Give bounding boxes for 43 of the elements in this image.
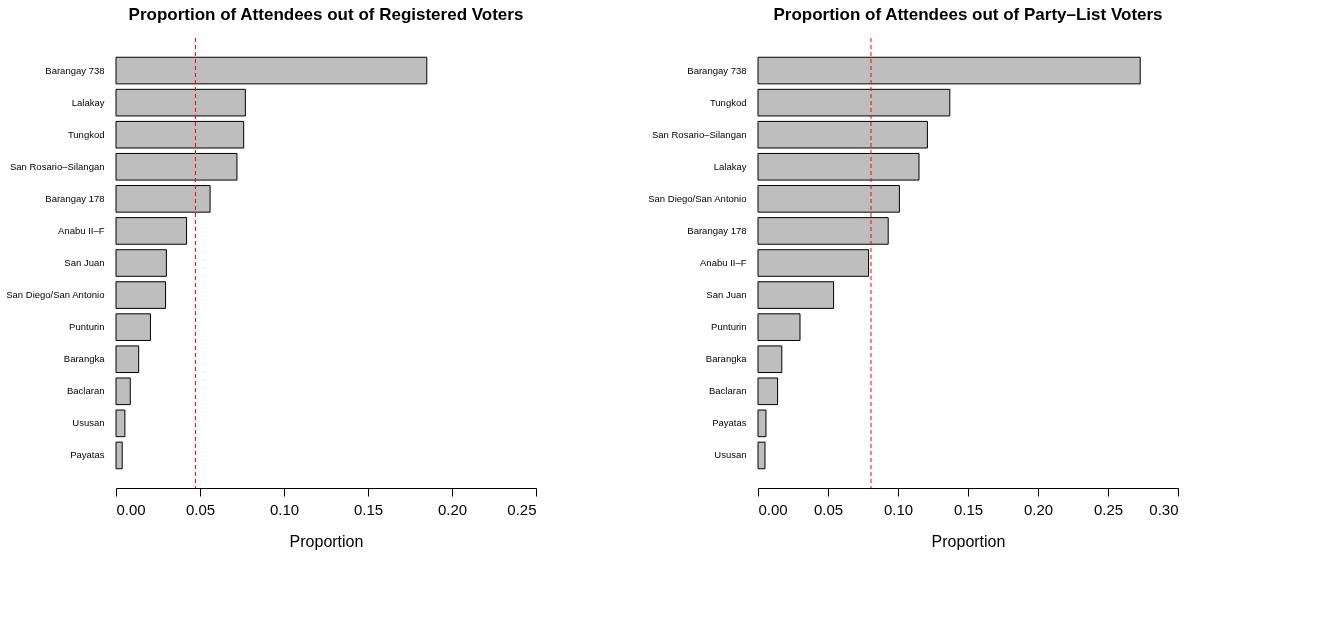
y-tick-label: San Diego/San Antonio: [648, 192, 747, 204]
y-tick-label: Barangay 178: [687, 224, 747, 236]
x-tick-label: 0.15: [353, 500, 384, 518]
y-tick-label: Ususan: [714, 449, 747, 461]
x-tick-label: 0.10: [269, 500, 300, 518]
x-tick-label: 0.20: [1023, 500, 1054, 518]
x-tick-label: 0.15: [953, 500, 984, 518]
y-tick-label: Barangay 738: [687, 64, 747, 76]
y-tick-label: Payatas: [70, 449, 105, 461]
y-tick-label: Anabu II–F: [58, 224, 105, 236]
y-tick-label: San Diego/San Antonio: [6, 289, 105, 301]
x-tick-label: 0.20: [437, 500, 468, 518]
y-tick-label: San Juan: [64, 257, 105, 268]
y-tick-label: Baclaran: [709, 385, 747, 397]
y-tick-label: Punturin: [69, 321, 105, 333]
x-axis-title: Proportion: [931, 532, 1006, 550]
y-tick-label: Payatas: [712, 417, 747, 429]
y-tick-label: Barangay 178: [45, 192, 105, 204]
y-tick-label: San Rosario–Silangan: [651, 128, 747, 140]
chart-title: Proportion of Attendees out of Party–List Voters: [773, 4, 1163, 24]
y-tick-label: Punturin: [711, 321, 747, 333]
y-tick-label: San Juan: [706, 289, 747, 301]
x-tick-label: 0.30: [1149, 500, 1179, 518]
chart-title: Proportion of Attendees out of Registered Voters: [128, 4, 524, 24]
x-tick-label: 0.05: [185, 500, 216, 518]
x-tick-label: 0.05: [813, 500, 844, 518]
y-tick-label: Tungkod: [67, 128, 105, 140]
y-tick-label: Ususan: [72, 417, 105, 429]
y-tick-label: Lalakay: [71, 96, 105, 108]
y-tick-label: Barangka: [63, 353, 106, 365]
x-axis-title: Proportion: [289, 532, 364, 550]
x-tick-label: 0.00: [116, 500, 146, 518]
y-tick-label: Tungkod: [709, 96, 747, 108]
x-tick-label: 0.25: [1093, 500, 1124, 518]
y-tick-label: San Rosario–Silangan: [9, 160, 105, 172]
x-tick-label: 0.10: [883, 500, 914, 518]
x-tick-label: 0.00: [758, 500, 788, 518]
y-tick-label: Baclaran: [67, 385, 105, 397]
y-tick-label: Anabu II–F: [700, 257, 747, 268]
x-tick-label: 0.25: [507, 500, 537, 518]
y-tick-label: Barangay 738: [45, 64, 105, 76]
y-tick-label: Barangka: [705, 353, 748, 365]
y-tick-label: Lalakay: [713, 160, 747, 172]
